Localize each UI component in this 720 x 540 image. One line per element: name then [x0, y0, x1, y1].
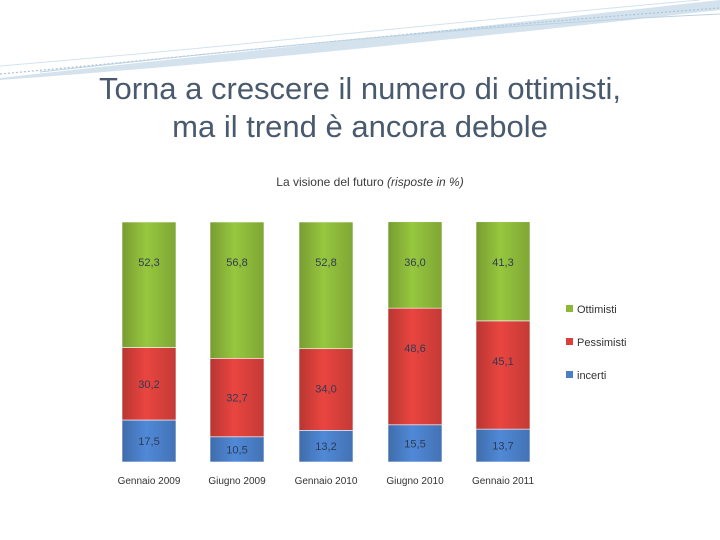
data-label-incerti-2: 10,5: [226, 444, 247, 456]
data-label-incerti-3: 13,2: [315, 441, 336, 453]
bar-pessimisti-2: [209, 358, 265, 438]
chart-subtitle: La visione del futuro (risposte in %): [180, 175, 560, 189]
bar-ottimisti-3: [298, 221, 354, 350]
bar-incerti-2: [209, 436, 265, 463]
data-label-pessimisti-5: 45,1: [492, 356, 513, 368]
data-label-ottimisti-4: 36,0: [404, 257, 425, 269]
chart-subtitle-main: La visione del futuro: [276, 175, 384, 189]
legend-swatch-pessimisti: [566, 338, 573, 345]
bar-pessimisti-4: [387, 307, 443, 426]
data-label-pessimisti-2: 32,7: [226, 393, 247, 405]
data-label-ottimisti-3: 52,8: [315, 257, 336, 269]
bar-ottimisti-5: [475, 221, 531, 322]
slide-title: Torna a crescere il numero di ottimisti,…: [20, 70, 700, 146]
x-tick-label-5: Gennaio 2011: [472, 476, 535, 487]
bar-incerti-5: [475, 428, 531, 463]
data-label-ottimisti-5: 41,3: [492, 257, 513, 269]
bar-pessimisti-3: [298, 348, 354, 431]
bar-incerti-1: [121, 419, 177, 463]
x-tick-label-4: Giugno 2010: [386, 476, 444, 487]
legend-label-ottimisti: Ottimisti: [577, 304, 617, 316]
data-label-pessimisti-4: 48,6: [404, 343, 425, 355]
chart-subtitle-note: (risposte in %): [387, 175, 464, 189]
x-tick-label-3: Gennaio 2010: [295, 476, 358, 487]
legend-swatch-incerti: [566, 371, 573, 378]
data-label-incerti-1: 17,5: [138, 436, 159, 448]
bar-ottimisti-4: [387, 221, 443, 309]
bar-pessimisti-5: [475, 320, 531, 430]
legend-label-pessimisti: Pessimisti: [577, 337, 627, 349]
title-line-2: ma il trend è ancora debole: [172, 109, 548, 144]
data-label-ottimisti-1: 52,3: [138, 257, 159, 269]
bar-ottimisti-2: [209, 221, 265, 359]
x-tick-label-2: Giugno 2009: [208, 476, 266, 487]
legend-label-incerti: incerti: [577, 370, 606, 382]
bar-incerti-4: [387, 424, 443, 463]
title-line-1: Torna a crescere il numero di ottimisti,: [98, 71, 622, 106]
x-tick-label-1: Gennaio 2009: [118, 476, 181, 487]
bar-pessimisti-1: [121, 347, 177, 421]
data-label-incerti-5: 13,7: [492, 441, 513, 453]
data-label-pessimisti-1: 30,2: [138, 379, 159, 391]
data-label-incerti-4: 15,5: [404, 438, 425, 450]
legend-swatch-ottimisti: [566, 305, 573, 312]
bar-ottimisti-1: [121, 221, 177, 348]
data-label-pessimisti-3: 34,0: [315, 384, 336, 396]
bar-incerti-3: [298, 430, 354, 463]
data-label-ottimisti-2: 56,8: [226, 257, 247, 269]
